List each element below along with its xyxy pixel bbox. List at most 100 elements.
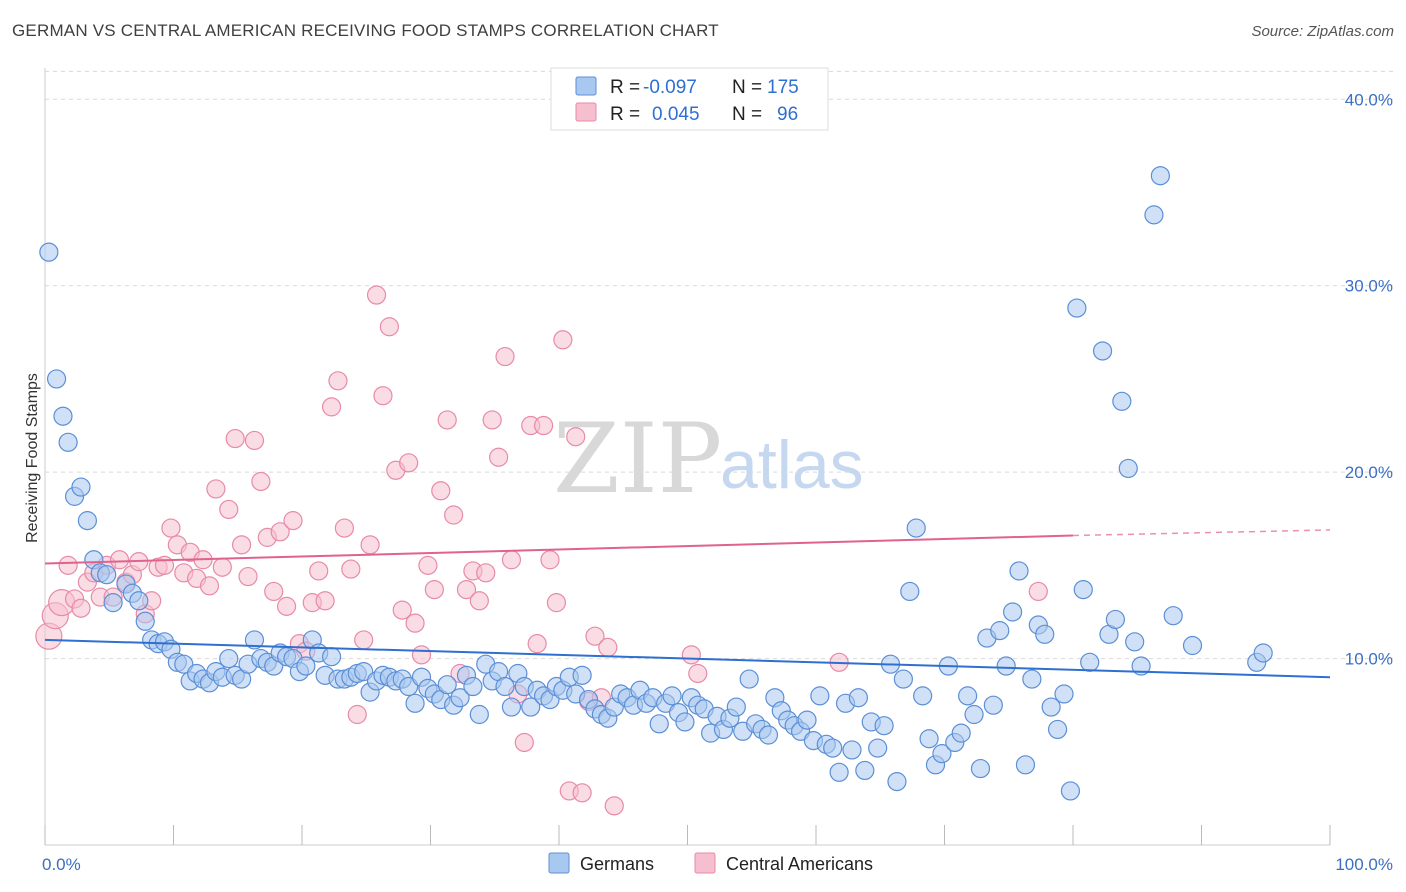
- y-tick-label-0: 10.0%: [1345, 650, 1393, 669]
- germans-point: [958, 686, 978, 706]
- chart-title: GERMAN VS CENTRAL AMERICAN RECEIVING FOO…: [12, 21, 719, 40]
- central-americans-point: [585, 626, 605, 646]
- germans-point: [855, 760, 875, 781]
- central-americans-point: [379, 317, 399, 337]
- germans-point: [469, 704, 489, 725]
- legend-n-value-central: 96: [777, 104, 798, 125]
- germans-point: [39, 242, 59, 262]
- germans-point: [1125, 632, 1145, 652]
- central-americans-point: [514, 732, 534, 753]
- central-americans-point: [347, 704, 367, 725]
- central-americans-point: [264, 581, 284, 602]
- central-americans-point: [681, 645, 701, 665]
- germans-point: [1015, 755, 1036, 775]
- central-americans-point: [489, 447, 509, 467]
- y-tick-label-3: 40.0%: [1345, 90, 1393, 109]
- germans-point: [1105, 609, 1126, 630]
- germans-point: [219, 648, 239, 669]
- germans-point: [58, 432, 78, 452]
- central-americans-point: [321, 397, 342, 417]
- central-americans-point: [533, 415, 554, 436]
- germans-point: [726, 697, 746, 717]
- legend-r-value-germans: -0.097: [643, 77, 697, 98]
- central-americans-point: [495, 346, 515, 367]
- germans-point: [1073, 579, 1093, 600]
- bottom-legend-swatch-germans: [548, 852, 570, 874]
- central-americans-point: [238, 566, 258, 587]
- germans-point: [964, 704, 984, 725]
- central-americans-point: [399, 453, 419, 473]
- germans-point: [97, 565, 117, 585]
- germans-point: [135, 611, 155, 631]
- axes: [44, 68, 1331, 846]
- germans-point: [983, 695, 1003, 715]
- germans-point: [970, 758, 991, 779]
- germans-point: [1092, 341, 1113, 361]
- central-americans-point: [431, 481, 451, 501]
- germans-point: [1118, 458, 1138, 479]
- central-americans-point: [476, 563, 496, 583]
- germans-point: [463, 676, 483, 697]
- central-americans-point: [232, 535, 252, 555]
- y-axis-label: Receiving Food Stamps: [24, 373, 41, 543]
- central-americans-point: [109, 550, 130, 570]
- germans-point: [405, 693, 425, 713]
- legend-r-label-central: R =: [610, 104, 640, 125]
- germans-point: [46, 369, 67, 389]
- germans-point: [990, 621, 1010, 641]
- germans-point: [662, 686, 682, 706]
- legend-n-label-central: N =: [732, 104, 762, 125]
- germans-point: [1067, 298, 1087, 318]
- legend-swatch-germans: [575, 76, 597, 96]
- germans-point: [1009, 561, 1029, 581]
- central-americans-point: [1028, 581, 1048, 602]
- central-americans-point: [501, 550, 522, 570]
- central-americans-point: [553, 330, 573, 350]
- watermark-atlas: atlas: [720, 427, 864, 503]
- germans-point: [321, 647, 342, 667]
- central-americans-point: [206, 479, 226, 499]
- legend-n-value-germans: 175: [767, 77, 799, 98]
- germans-point: [1022, 669, 1042, 689]
- germans-point: [906, 518, 926, 538]
- central-americans-point: [251, 471, 271, 492]
- legend: R = -0.097 N = 175 R = 0.045 N = 96: [550, 67, 829, 131]
- germans-point: [495, 676, 515, 697]
- central-americans-point: [392, 600, 412, 620]
- germans-point: [887, 772, 907, 792]
- germans-point: [1080, 652, 1100, 672]
- bottom-legend-label-germans: Germans: [580, 854, 654, 874]
- central-americans-point: [546, 593, 567, 613]
- germans-point: [951, 723, 971, 743]
- central-americans-point: [366, 285, 387, 305]
- germans-point: [758, 725, 779, 745]
- germans-points: [39, 166, 1273, 801]
- germans-point: [739, 669, 759, 689]
- central-americans-point: [424, 579, 444, 600]
- central-americans-point: [244, 430, 265, 451]
- germans-point: [829, 762, 849, 782]
- central-americans-point: [270, 522, 290, 542]
- legend-r-value-central: 0.045: [652, 104, 700, 125]
- germans-point: [1035, 624, 1055, 644]
- germans-point: [450, 688, 470, 708]
- germans-point: [174, 654, 194, 674]
- germans-point: [1163, 606, 1183, 626]
- germans-point: [437, 675, 457, 695]
- central-americans-point: [161, 518, 181, 538]
- central-americans-trendline: [44, 534, 1074, 565]
- x-tick-labels: 0.0% 100.0%: [42, 855, 1393, 874]
- germans-point: [1060, 781, 1081, 801]
- central-americans-point: [341, 559, 361, 579]
- germans-trendline: [44, 638, 1331, 679]
- germans-point: [1144, 205, 1164, 225]
- germans-point: [71, 477, 91, 497]
- germans-point: [129, 591, 149, 611]
- bottom-legend-label-central: Central Americans: [726, 854, 873, 874]
- y-tick-label-1: 20.0%: [1345, 463, 1393, 482]
- germans-point: [900, 581, 920, 602]
- y-tick-label-2: 30.0%: [1345, 277, 1393, 296]
- central-americans-point: [276, 596, 297, 616]
- central-americans-point: [604, 796, 624, 816]
